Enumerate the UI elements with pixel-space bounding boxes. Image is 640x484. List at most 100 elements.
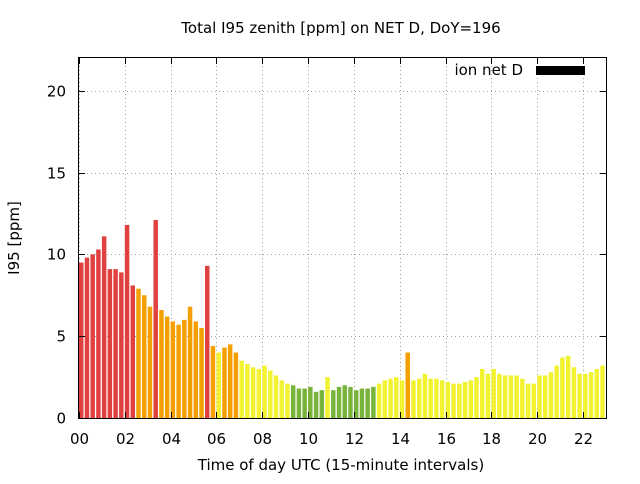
bar (319, 390, 325, 418)
bar (508, 375, 514, 418)
bar (268, 370, 273, 418)
labels-layer: 00 02 04 06 08 10 12 14 16 18 20 22 0 5 10 15 20 (47, 83, 593, 449)
bar (113, 269, 118, 418)
bar (531, 383, 536, 418)
x-tick-label: 10 (299, 430, 318, 448)
bar (565, 355, 571, 418)
x-tick-label: 02 (116, 430, 135, 448)
bar (554, 365, 559, 418)
bar (388, 378, 393, 418)
bar (485, 373, 491, 418)
bar (405, 352, 410, 418)
bar (302, 388, 307, 418)
bar (250, 367, 256, 418)
bar (457, 383, 462, 418)
bar (279, 380, 284, 418)
y-tick-label: 20 (47, 83, 66, 101)
legend: ion net D (454, 61, 585, 79)
bar (193, 321, 199, 418)
x-tick-label: 00 (70, 430, 89, 448)
bar (308, 386, 313, 418)
bar (353, 390, 359, 418)
y-axis-label: I95 [ppm] (5, 201, 23, 275)
bar (594, 368, 600, 418)
bar (520, 378, 525, 418)
bar (285, 383, 290, 418)
bar (548, 372, 554, 418)
bar (130, 285, 136, 418)
bar (90, 254, 95, 418)
bar (394, 377, 399, 418)
x-tick-label: 18 (482, 430, 501, 448)
x-axis-label: Time of day UTC (15-minute intervals) (197, 456, 484, 474)
chart-title: Total I95 zenith [ppm] on NET D, DoY=196 (180, 19, 500, 37)
y-tick-label: 5 (56, 328, 66, 346)
bar (262, 365, 267, 418)
bar (462, 382, 468, 418)
bar (233, 352, 239, 418)
bars-layer (79, 220, 605, 418)
bar (273, 375, 279, 418)
bar (296, 388, 302, 418)
bar (365, 388, 370, 418)
bar (159, 310, 164, 418)
ticks-layer (79, 58, 606, 419)
legend-label: ion net D (454, 61, 523, 79)
bar (290, 385, 296, 418)
bar (577, 373, 582, 418)
bar (359, 388, 365, 418)
bar (583, 373, 588, 418)
bar (474, 377, 479, 418)
bar (376, 383, 382, 418)
bar (325, 377, 330, 418)
x-tick-label: 14 (391, 430, 410, 448)
legend-swatch (536, 66, 585, 75)
bar (331, 390, 336, 418)
bar (256, 368, 262, 418)
bar (227, 344, 233, 418)
bar (136, 288, 141, 418)
bar (571, 367, 577, 418)
x-tick-label: 06 (207, 430, 226, 448)
bar (96, 249, 101, 418)
y-tick-label: 15 (47, 165, 66, 183)
bar (79, 262, 84, 418)
bar (176, 324, 181, 418)
bar (497, 373, 502, 418)
bar (313, 391, 319, 418)
bar (525, 383, 531, 418)
bar (222, 347, 227, 418)
bar (101, 236, 107, 418)
bar (537, 375, 542, 418)
y-tick-label: 0 (56, 410, 66, 428)
bar (170, 321, 176, 418)
bar (199, 328, 204, 418)
bar (153, 220, 158, 418)
bar (107, 269, 113, 418)
y-tick-label: 10 (47, 246, 66, 264)
bar (210, 346, 216, 418)
x-tick-label: 08 (253, 430, 272, 448)
x-tick-label: 22 (574, 430, 593, 448)
bar (434, 378, 439, 418)
bar (342, 385, 347, 418)
bar (439, 380, 445, 418)
bar (422, 373, 428, 418)
bar (371, 386, 376, 418)
bar (245, 364, 250, 418)
bar (416, 378, 422, 418)
bar (216, 352, 221, 418)
bar (445, 382, 451, 418)
bar (451, 383, 456, 418)
bar (205, 265, 210, 418)
bar (147, 306, 153, 418)
bar (336, 386, 342, 418)
bar (411, 380, 416, 418)
bar (479, 368, 485, 418)
bar (124, 224, 130, 418)
bar (187, 306, 193, 418)
bar (514, 375, 519, 418)
bar (428, 378, 433, 418)
